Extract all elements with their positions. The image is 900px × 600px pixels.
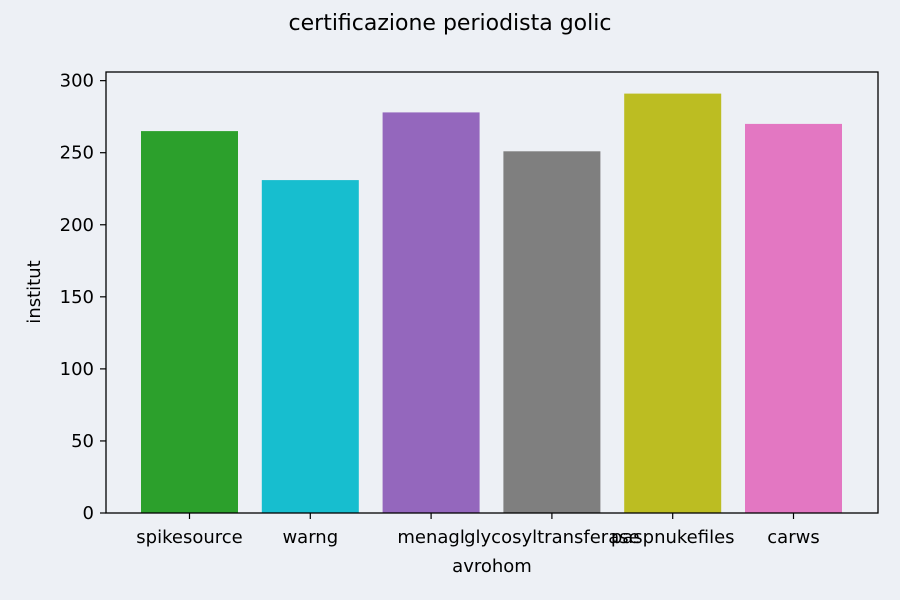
x-tick-label: glycosyltransferase	[464, 527, 640, 548]
x-axis-label: avrohom	[452, 556, 532, 577]
x-tick-label: menagl	[397, 527, 464, 548]
bar-warng	[261, 180, 359, 513]
x-tick-label: warng	[282, 527, 338, 548]
bar-menagl	[382, 112, 480, 514]
y-axis: 0 50 100 150 200 250 300	[60, 71, 106, 524]
y-tick-label: 200	[60, 215, 94, 236]
x-tick-label: carws	[767, 527, 819, 548]
bar-spikesource	[141, 131, 238, 513]
y-tick-label: 100	[60, 359, 94, 380]
x-axis: spikesource warng menagl glycosyltransferas…	[136, 513, 820, 548]
bars-layer	[141, 93, 842, 514]
bar-paspnukefiles	[624, 93, 722, 513]
y-tick-label: 300	[60, 71, 94, 92]
bar-glycosyltransferase	[503, 151, 601, 514]
x-tick-label: paspnukefiles	[611, 527, 735, 548]
bar-carws	[745, 123, 842, 514]
x-tick-label: spikesource	[136, 527, 242, 548]
y-tick-label: 250	[60, 143, 94, 164]
plot-frame	[105, 71, 879, 514]
chart-title: certificazione periodista golic	[289, 11, 612, 36]
y-tick-label: 0	[83, 503, 94, 524]
y-tick-label: 50	[71, 431, 94, 452]
y-tick-label: 150	[60, 287, 94, 308]
y-axis-label: institut	[24, 260, 45, 323]
